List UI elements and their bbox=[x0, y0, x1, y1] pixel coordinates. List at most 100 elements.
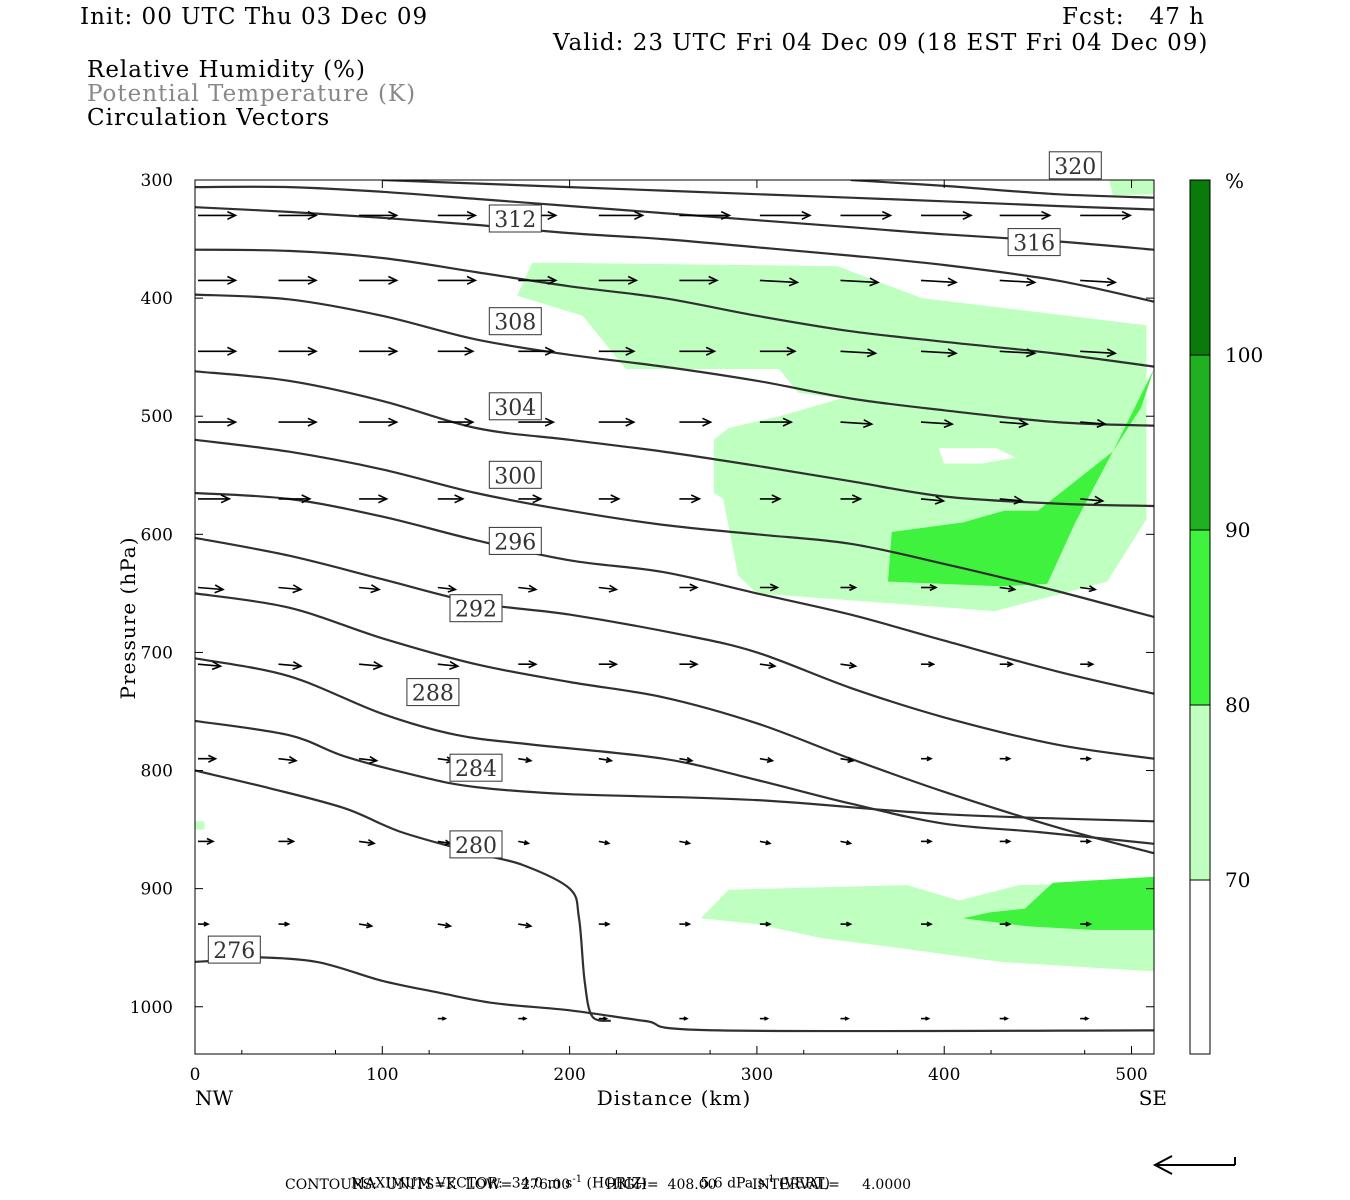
contour-label-box bbox=[1048, 151, 1102, 180]
vector-arrow bbox=[598, 417, 636, 427]
vector-shaft bbox=[518, 757, 531, 762]
vector-arrow bbox=[518, 275, 558, 285]
vector-arrow bbox=[278, 837, 296, 846]
vector-head bbox=[522, 1016, 528, 1021]
vector-head bbox=[206, 837, 215, 846]
vector-head bbox=[292, 661, 303, 671]
vector-head bbox=[1003, 1016, 1010, 1021]
vector-shaft bbox=[999, 586, 1015, 591]
vector-arrow bbox=[278, 346, 318, 356]
vector-arrow bbox=[999, 661, 1015, 668]
vector-arrow bbox=[679, 1016, 689, 1021]
vector-head bbox=[444, 922, 453, 929]
x-tick-label: 100 bbox=[366, 1065, 398, 1085]
vector-arrow bbox=[679, 583, 699, 592]
legend-vectors: Circulation Vectors bbox=[87, 105, 331, 131]
vector-head bbox=[227, 210, 238, 221]
x-tick-label: 500 bbox=[1115, 1065, 1147, 1085]
contour-label-text: 296 bbox=[494, 530, 536, 555]
contour-label-320: 320 bbox=[1048, 151, 1102, 180]
x-end-label-nw: NW bbox=[195, 1086, 234, 1110]
vector-head bbox=[307, 417, 318, 427]
vector-head bbox=[372, 661, 384, 671]
vector-arrow bbox=[679, 346, 717, 356]
vector-arrow bbox=[437, 346, 475, 356]
vector-head bbox=[610, 494, 621, 504]
vector-arrow bbox=[679, 660, 699, 669]
contour-label-text: 280 bbox=[455, 834, 497, 859]
vector-shaft bbox=[759, 757, 773, 762]
vector-arrow bbox=[679, 275, 719, 285]
vector-arrow bbox=[358, 922, 374, 929]
vector-arrow bbox=[518, 922, 533, 929]
contour-label-316: 316 bbox=[1007, 228, 1061, 257]
vector-head bbox=[1018, 419, 1030, 429]
vector-arrow bbox=[759, 756, 775, 764]
vector-arrow bbox=[679, 840, 692, 846]
vector-arrow bbox=[437, 660, 460, 671]
vector-shaft bbox=[920, 498, 944, 502]
colorbar-label: 70 bbox=[1225, 868, 1250, 892]
vector-head bbox=[547, 210, 558, 221]
vector-arrow bbox=[518, 494, 543, 504]
vector-arrow bbox=[198, 346, 238, 356]
footer-contours: CONTOURS: UNITS=K LOW= 276.00 HIGH= 408.… bbox=[285, 1177, 912, 1193]
vector-head bbox=[849, 583, 858, 592]
vector-head bbox=[523, 840, 531, 846]
vector-head bbox=[227, 417, 238, 427]
circulation-vectors bbox=[197, 210, 1133, 1021]
vector-arrow bbox=[920, 348, 958, 358]
vector-head bbox=[928, 661, 936, 668]
vector-arrow bbox=[840, 1016, 850, 1021]
vector-head bbox=[690, 494, 702, 504]
vector-arrow bbox=[358, 839, 376, 847]
vector-arrow bbox=[198, 417, 238, 427]
vector-head bbox=[845, 840, 853, 846]
vector-head bbox=[1025, 277, 1037, 287]
vector-shaft bbox=[1080, 586, 1096, 591]
contour-label-text: 316 bbox=[1013, 232, 1055, 257]
vector-arrow bbox=[921, 661, 936, 668]
vector-head bbox=[604, 840, 611, 846]
vector-shaft bbox=[437, 586, 456, 591]
vector-arrow bbox=[999, 495, 1025, 505]
vector-arrow bbox=[1080, 495, 1105, 505]
vector-shaft bbox=[759, 663, 776, 667]
vector-arrow bbox=[840, 583, 858, 592]
contour-label-276: 276 bbox=[207, 935, 261, 964]
vector-head bbox=[686, 756, 694, 764]
vector-arrow bbox=[437, 417, 475, 427]
y-axis-title: Pressure (hPa) bbox=[116, 537, 140, 700]
vector-head bbox=[869, 277, 880, 287]
vector-arrow bbox=[679, 756, 694, 764]
vector-arrow bbox=[198, 754, 218, 763]
vector-head bbox=[765, 921, 772, 927]
vector-shaft bbox=[598, 757, 612, 762]
contour-label-text: 308 bbox=[494, 311, 536, 336]
vector-head bbox=[934, 495, 946, 505]
vector-head bbox=[547, 275, 558, 285]
vector-arrow bbox=[679, 210, 732, 221]
contour-label-text: 304 bbox=[494, 396, 536, 421]
vector-head bbox=[848, 661, 858, 670]
vector-arrow bbox=[437, 922, 453, 929]
vector-head bbox=[1121, 210, 1133, 221]
rh-shading bbox=[195, 180, 1154, 972]
vector-arrow bbox=[598, 584, 619, 593]
vector-head bbox=[368, 755, 379, 765]
vector-head bbox=[370, 584, 381, 594]
vector-head bbox=[203, 921, 210, 927]
vector-head bbox=[926, 838, 933, 845]
contour-label-284: 284 bbox=[449, 753, 503, 782]
vector-shaft bbox=[197, 663, 221, 667]
vector-arrow bbox=[359, 275, 399, 285]
contour-label-box bbox=[406, 678, 460, 707]
vector-head bbox=[211, 661, 223, 671]
rh-gap bbox=[938, 448, 1016, 464]
vector-arrow bbox=[759, 346, 797, 356]
vector-shaft bbox=[840, 663, 856, 667]
vector-shaft bbox=[358, 923, 372, 927]
colorbar-label: 90 bbox=[1225, 518, 1250, 542]
colorbar-segment bbox=[1189, 179, 1211, 356]
vector-arrow bbox=[518, 417, 556, 427]
